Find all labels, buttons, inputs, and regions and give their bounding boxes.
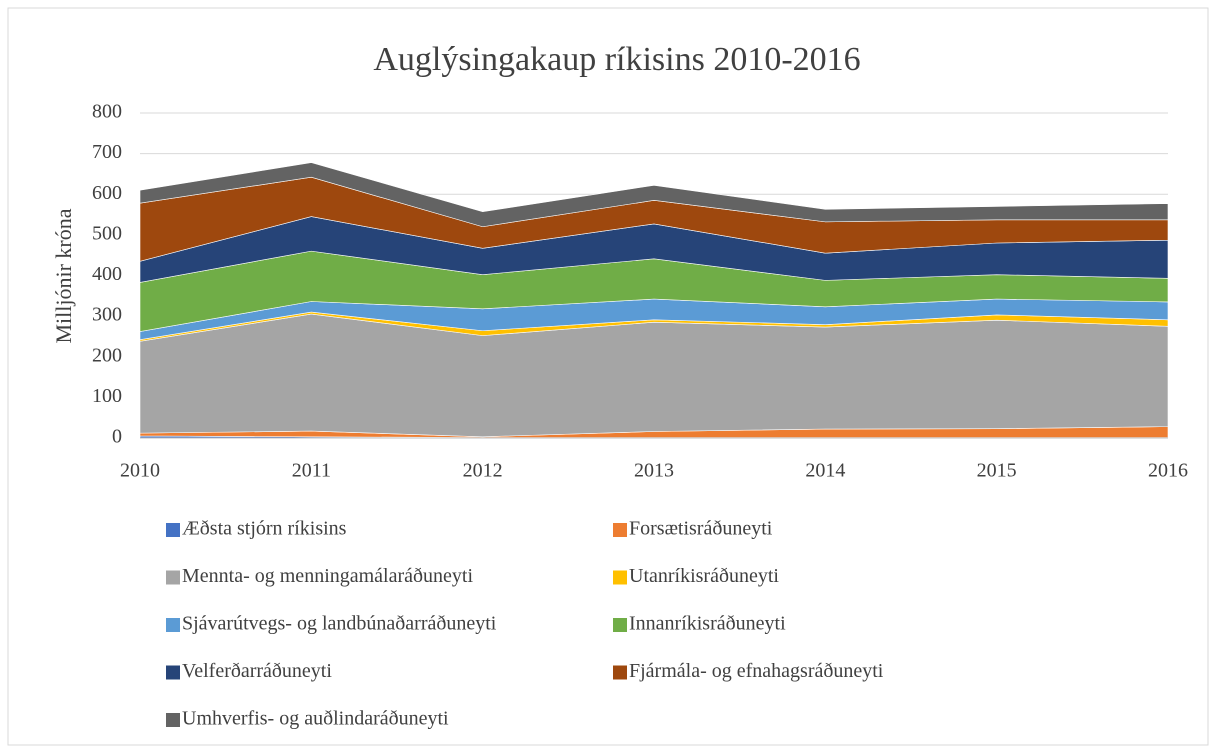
x-tick-label: 2013 bbox=[634, 460, 674, 482]
legend-swatch bbox=[166, 570, 180, 585]
y-tick-label: 0 bbox=[112, 426, 122, 448]
legend-swatch bbox=[613, 665, 627, 680]
area bbox=[139, 313, 1169, 438]
x-tick-label: 2015 bbox=[977, 460, 1017, 482]
chart-title: Auglýsingakaup ríkisins 2010-2016 bbox=[373, 41, 860, 78]
legend-swatch bbox=[613, 523, 627, 537]
legend-swatch bbox=[166, 523, 180, 537]
legend-label: Æðsta stjórn ríkisins bbox=[182, 518, 347, 540]
legend-swatch bbox=[166, 665, 180, 680]
x-tick-label: 2012 bbox=[463, 460, 503, 482]
y-tick-label: 300 bbox=[92, 304, 122, 326]
legend-swatch bbox=[613, 570, 627, 585]
y-tick-label: 800 bbox=[92, 101, 122, 123]
legend-swatch bbox=[166, 713, 180, 727]
legend-label: Mennta- og menningamálaráðuneyti bbox=[182, 565, 473, 587]
x-tick-label: 2014 bbox=[805, 460, 845, 482]
legend-label: Fjármála- og efnahagsráðuneyti bbox=[629, 660, 884, 682]
legend-swatch bbox=[613, 618, 627, 632]
area bbox=[139, 162, 1169, 228]
y-axis-label: Milljónir króna bbox=[51, 208, 76, 343]
x-tick-label: 2016 bbox=[1148, 460, 1188, 482]
legend-swatch bbox=[166, 618, 180, 632]
y-tick-label: 100 bbox=[92, 385, 122, 407]
x-tick-label: 2010 bbox=[120, 460, 160, 482]
legend-label: Sjávarútvegs- og landbúnaðarráðuneyti bbox=[182, 613, 497, 635]
y-tick-label: 500 bbox=[92, 222, 122, 244]
y-tick-label: 400 bbox=[92, 263, 122, 285]
legend-label: Forsætisráðuneyti bbox=[629, 518, 773, 540]
legend-label: Utanríkisráðuneyti bbox=[629, 565, 779, 587]
legend-label: Innanríkisráðuneyti bbox=[629, 613, 786, 635]
x-tick-label: 2011 bbox=[292, 460, 331, 482]
y-tick-label: 700 bbox=[92, 141, 122, 163]
y-tick-label: 600 bbox=[92, 182, 122, 204]
legend-label: Umhverfis- og auðlindaráðuneyti bbox=[182, 708, 449, 730]
legend-label: Velferðarráðuneyti bbox=[182, 660, 332, 682]
y-tick-label: 200 bbox=[92, 344, 122, 366]
